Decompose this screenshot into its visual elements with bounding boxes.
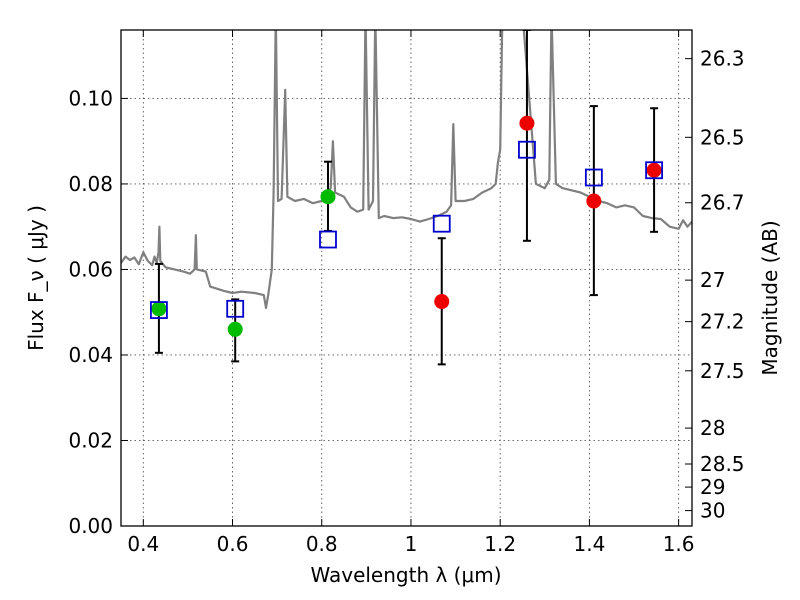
right-tick-label: 28 xyxy=(700,416,725,440)
y-axis-label: Flux F_ν ( μJy ) xyxy=(24,205,48,351)
y-tick-label: 0.02 xyxy=(68,428,113,452)
y-tick-label: 0.06 xyxy=(68,257,113,281)
x-tick-label: 0.6 xyxy=(217,532,249,556)
y-tick-label: 0.08 xyxy=(68,172,113,196)
grid xyxy=(121,30,692,526)
axis-ticks: 0.4 0.6 0.8 1 1.2 1.4 1.6 0.00 0.02 0.04 0.06 0.08 0… xyxy=(68,30,745,556)
model-flux-square xyxy=(226,299,245,318)
y-tick-label: 0.10 xyxy=(68,86,113,110)
plot-frame xyxy=(120,29,693,527)
green-data-point xyxy=(320,189,336,205)
right-tick-label: 27.2 xyxy=(700,310,745,334)
model-flux-square xyxy=(150,301,168,319)
right-tick-label: 26.7 xyxy=(700,191,745,215)
right-tick-label: 28.5 xyxy=(700,452,745,476)
right-axis-label: Magnitude (AB) xyxy=(758,220,782,375)
green-data-point xyxy=(151,301,167,317)
model-spectrum-line xyxy=(121,30,692,309)
red-data-point xyxy=(586,193,602,209)
right-tick-label: 27 xyxy=(700,268,725,292)
model-flux-square xyxy=(518,140,536,159)
x-tick-label: 0.4 xyxy=(127,532,159,556)
x-tick-label: 1.2 xyxy=(484,532,516,556)
red-data-point xyxy=(646,162,662,178)
green-data-point xyxy=(227,321,243,337)
model-flux-square xyxy=(319,230,337,249)
plot-area xyxy=(121,30,692,366)
model-flux-square xyxy=(645,161,663,180)
y-tick-label: 0.00 xyxy=(68,514,113,538)
red-data-point xyxy=(434,294,450,310)
x-tick-label: 1.6 xyxy=(663,532,695,556)
right-tick-label: 27.5 xyxy=(700,359,745,383)
right-tick-label: 29 xyxy=(700,475,725,499)
x-tick-label: 1.4 xyxy=(573,532,605,556)
right-tick-label: 26.3 xyxy=(700,47,745,71)
red-data-point xyxy=(519,115,535,131)
right-tick-label: 26.5 xyxy=(700,125,745,149)
x-tick-label: 1 xyxy=(405,532,418,556)
model-flux-square xyxy=(584,168,603,187)
model-flux-square xyxy=(432,214,451,233)
right-tick-label: 30 xyxy=(700,499,725,523)
x-axis-label: Wavelength λ (μm) xyxy=(310,563,501,587)
x-tick-label: 0.8 xyxy=(306,532,338,556)
y-tick-label: 0.04 xyxy=(68,343,113,367)
